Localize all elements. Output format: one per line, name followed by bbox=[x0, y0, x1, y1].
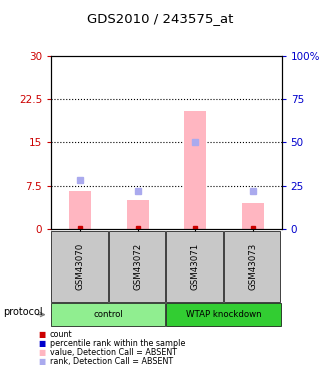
Text: ■: ■ bbox=[38, 357, 45, 366]
Text: percentile rank within the sample: percentile rank within the sample bbox=[50, 339, 185, 348]
Bar bbox=[69, 191, 91, 229]
Text: control: control bbox=[94, 310, 124, 319]
Bar bbox=[242, 203, 264, 229]
Text: GSM43073: GSM43073 bbox=[248, 243, 257, 290]
Text: protocol: protocol bbox=[3, 308, 43, 317]
Text: GSM43072: GSM43072 bbox=[133, 243, 142, 290]
Text: ■: ■ bbox=[38, 330, 45, 339]
Text: GSM43070: GSM43070 bbox=[76, 243, 84, 290]
Bar bbox=[184, 111, 206, 229]
Text: ■: ■ bbox=[38, 339, 45, 348]
Text: value, Detection Call = ABSENT: value, Detection Call = ABSENT bbox=[50, 348, 177, 357]
Bar bbox=[127, 200, 148, 229]
Text: WTAP knockdown: WTAP knockdown bbox=[186, 310, 262, 319]
Text: ■: ■ bbox=[38, 348, 45, 357]
Text: rank, Detection Call = ABSENT: rank, Detection Call = ABSENT bbox=[50, 357, 173, 366]
Text: GSM43071: GSM43071 bbox=[191, 243, 200, 290]
Text: count: count bbox=[50, 330, 72, 339]
Text: GDS2010 / 243575_at: GDS2010 / 243575_at bbox=[87, 12, 233, 25]
